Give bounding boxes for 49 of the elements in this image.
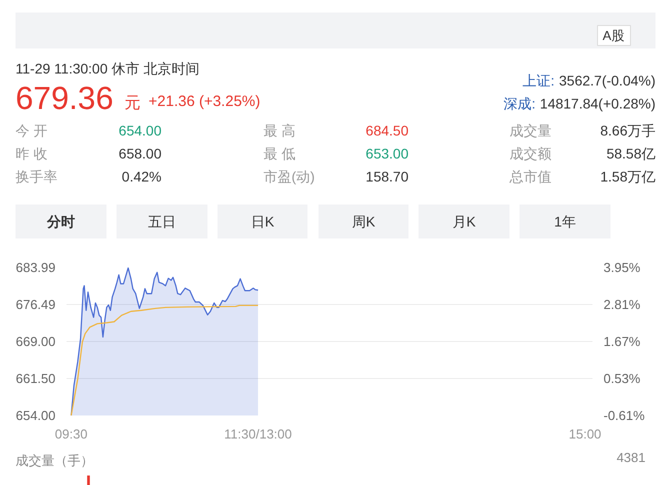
y2-tick-label: 2.81% — [604, 297, 641, 312]
text: 4381 — [616, 450, 646, 465]
text: 11-29 11:30:00 休市 北京时间 — [16, 60, 200, 76]
y-tick-label: 669.00 — [16, 334, 56, 349]
x-tick-label: 09:30 — [54, 426, 88, 442]
text: 昨 收 — [16, 146, 48, 162]
x-tick-label: 15:00 — [568, 426, 602, 442]
text: 分时 — [46, 214, 75, 230]
text: 1.58万亿 — [600, 168, 656, 184]
text: 成交额 — [510, 146, 552, 162]
text: A股 — [602, 28, 624, 43]
y2-tick-label: 0.53% — [604, 371, 641, 386]
text: 元 — [124, 95, 140, 112]
text: 周K — [352, 214, 376, 230]
text: 679.36 — [16, 80, 114, 116]
text: 日K — [250, 214, 275, 230]
y-tick-label: 683.99 — [16, 260, 56, 275]
line-series — [70, 304, 259, 416]
y2-tick-label: 1.67% — [604, 334, 641, 349]
text: 最 高 — [264, 122, 296, 138]
text: 月K — [452, 214, 476, 230]
y2-tick-label: -0.61% — [604, 408, 646, 423]
text: 深成: — [504, 96, 536, 112]
text: +21.36 (+3.25%) — [148, 93, 260, 110]
text: 最 低 — [264, 146, 296, 162]
text: 3562.7(-0.04%) — [558, 72, 656, 88]
text: 换手率 — [16, 168, 58, 184]
text: 14817.84(+0.28%) — [540, 96, 656, 112]
text: 总市值 — [508, 168, 552, 184]
x-tick-label: 11:30/13:00 — [224, 426, 292, 442]
y-tick-label: 661.50 — [16, 370, 56, 386]
text: 上证: — [522, 72, 554, 88]
text: 1年 — [554, 214, 576, 230]
text: 今 开 — [16, 122, 48, 138]
y-tick-label: 654.00 — [16, 408, 56, 423]
y-tick-label: 676.49 — [16, 297, 56, 312]
text: 58.58亿 — [606, 146, 656, 162]
text: 五日 — [148, 214, 176, 230]
chart-title: 成交量（手） — [16, 453, 94, 468]
y2-tick-label: 3.95% — [604, 260, 641, 275]
text: 0.42% — [122, 168, 162, 184]
text: 市盈(动) — [264, 168, 315, 184]
text: 684.50 — [366, 122, 409, 138]
text: 658.00 — [118, 146, 162, 162]
text: 成交量 — [510, 122, 552, 138]
text: 653.00 — [366, 146, 409, 162]
text: 158.70 — [366, 168, 409, 184]
text: 8.66万手 — [600, 122, 656, 138]
text: 654.00 — [118, 122, 162, 138]
